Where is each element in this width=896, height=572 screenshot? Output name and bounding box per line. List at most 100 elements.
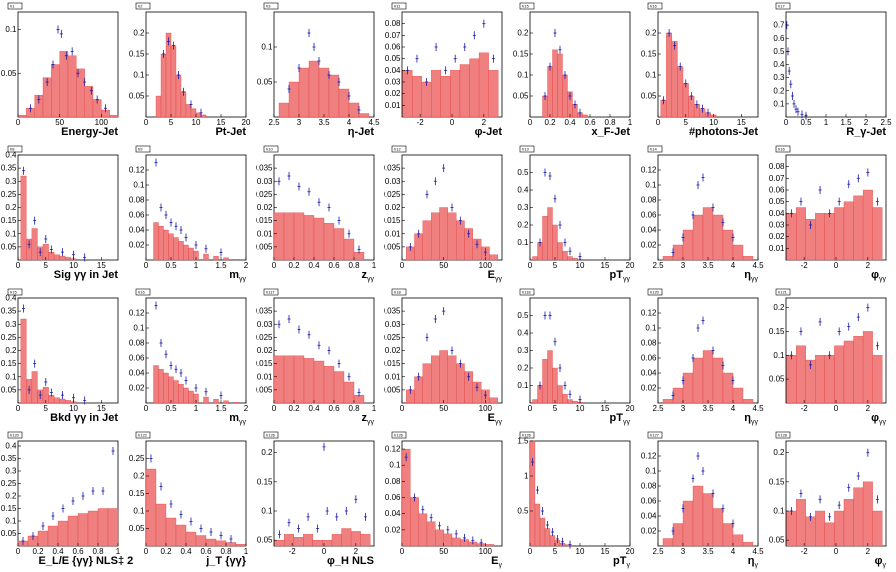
hist-bar: [547, 66, 553, 118]
y-tick-label: 0.15: [129, 489, 145, 498]
x-axis-label-subscript: γγ: [367, 276, 375, 283]
hist-bar: [421, 81, 432, 118]
hist-bar: [562, 394, 568, 404]
x-axis-label-subscript: γ: [755, 562, 759, 569]
x-tick-label: 0.6: [200, 547, 212, 556]
x-axis-label-subscript: γγ: [367, 419, 375, 426]
y-tick-label: 0.1: [261, 43, 273, 52]
y-tick-label: 0.1: [5, 517, 17, 526]
y-tick-label: 0.06: [641, 497, 657, 506]
hist-bar: [562, 74, 568, 118]
y-tick-label: 0.02: [769, 232, 785, 241]
x-tick-label: 4: [347, 118, 352, 127]
data-point: [731, 519, 735, 528]
x-tick-label: 0: [400, 261, 405, 270]
x-tick-label: 0.4: [308, 404, 320, 413]
x-tick-label: 0.5: [165, 404, 177, 413]
y-tick-label: 0.2: [773, 303, 785, 312]
x-tick-label: 3: [681, 261, 686, 270]
hist-bar: [67, 55, 77, 118]
data-point: [327, 203, 331, 212]
hist-bar: [796, 499, 806, 547]
data-point: [159, 482, 163, 491]
x-tick-label: 2: [866, 547, 871, 556]
data-point: [667, 29, 671, 37]
hist-bar: [153, 222, 159, 261]
x-tick-label: 0: [834, 404, 839, 413]
y-tick-label: 0.1: [773, 99, 785, 108]
x-axis-label-subscript: γγ: [623, 419, 631, 426]
x-tick-label: 5: [553, 547, 558, 556]
y-tick-label: 0.015: [256, 216, 273, 225]
data-point: [563, 238, 567, 247]
x-tick-label: 0: [144, 118, 149, 127]
hist-bar: [677, 66, 684, 118]
hist-bar: [815, 355, 826, 404]
data-point: [363, 512, 367, 521]
y-tick-label: 0.1: [5, 372, 17, 381]
x-tick-label: 5: [684, 118, 689, 127]
y-tick-label: 0.15: [1, 216, 17, 225]
hist-bar: [97, 508, 109, 547]
hist-tag: h17: [775, 2, 791, 10]
hist-bar: [722, 523, 734, 547]
data-point: [543, 168, 547, 177]
x-tick-label: 2.5: [652, 261, 664, 270]
y-tick-label: 0.08: [769, 162, 785, 171]
data-point: [573, 100, 577, 109]
y-tick-label: 0.035: [256, 164, 273, 173]
x-axis-label: ηγγ: [744, 269, 758, 283]
x-tick-label: 10: [192, 118, 201, 127]
x-tick-label: 100: [479, 404, 493, 413]
data-point: [83, 78, 87, 86]
x-tick-label: 0.8: [92, 547, 104, 556]
x-tick-label: 3: [681, 547, 686, 556]
y-tick-label: 0.01: [257, 372, 273, 381]
y-tick-label: 0.035: [384, 164, 401, 173]
y-tick-label: 0.15: [769, 477, 785, 486]
data-point: [875, 341, 879, 350]
hist-bar: [183, 244, 189, 261]
hist-bar: [671, 41, 678, 118]
y-tick-label: 0.25: [1, 479, 17, 488]
chart-sig-z: h10 0 0.2 0.4 0.6 0.8 1 0.005 0.01 0.015 0.02 0.025…: [256, 145, 377, 283]
data-point: [347, 229, 351, 238]
hist-bar: [333, 371, 345, 404]
data-point: [463, 43, 467, 51]
y-tick-label: 0.015: [256, 359, 273, 368]
hist-bar: [303, 534, 314, 547]
x-tick-label: 0.5: [800, 118, 812, 127]
data-point: [307, 187, 311, 196]
chart-phi-jet: h11 -2 0 2 0.01 0.02 0.03 0.04 0.05 0.06 0.07 0.08 φ…: [385, 2, 503, 138]
data-point: [681, 504, 685, 513]
hist-bar: [682, 83, 689, 118]
data-point: [60, 248, 64, 257]
y-tick-label: 0.2: [5, 492, 17, 501]
hist-bar: [293, 212, 305, 261]
hist-bar: [478, 52, 489, 118]
x-tick-label: 15: [737, 118, 746, 127]
hist-bar: [439, 207, 448, 261]
y-tick-label: 0.35: [1, 454, 17, 463]
data-point: [442, 307, 446, 316]
data-point: [450, 346, 454, 355]
data-point: [538, 381, 542, 390]
x-tick-label: 100: [95, 118, 109, 127]
hist-bar: [662, 538, 674, 547]
hist-bar: [51, 64, 60, 118]
data-point: [847, 483, 851, 492]
data-point: [204, 387, 208, 396]
data-point: [159, 339, 163, 347]
data-point: [179, 226, 183, 234]
data-point: [450, 203, 454, 212]
hist-bar: [431, 70, 442, 118]
x-tick-label: 20: [626, 547, 635, 556]
x-axis-label: j_T {γγ}: [205, 555, 246, 567]
data-point: [796, 107, 800, 116]
data-point: [553, 29, 557, 37]
hist-tag: h15: [7, 288, 23, 296]
y-tick-label: 0.5: [517, 507, 529, 516]
y-tick-label: 0.06: [641, 354, 657, 363]
x-tick-label: 0.2: [288, 404, 300, 413]
x-tick-label: 4.5: [368, 118, 380, 127]
